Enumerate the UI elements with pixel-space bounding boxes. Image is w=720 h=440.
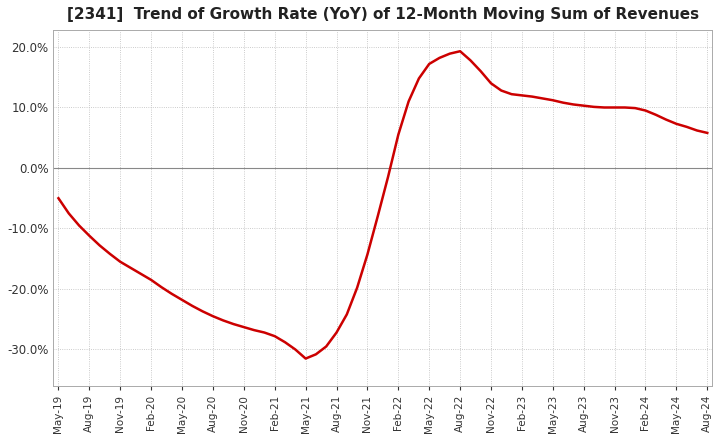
Title: [2341]  Trend of Growth Rate (YoY) of 12-Month Moving Sum of Revenues: [2341] Trend of Growth Rate (YoY) of 12-… — [67, 7, 699, 22]
